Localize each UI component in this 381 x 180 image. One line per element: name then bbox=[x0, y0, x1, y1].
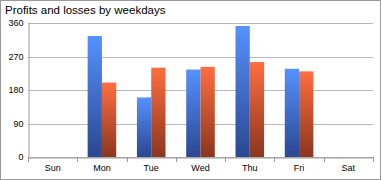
y-tick-label: 180 bbox=[8, 85, 23, 95]
y-tick: 0 bbox=[18, 152, 28, 162]
grid-line bbox=[28, 157, 373, 158]
x-axis-line bbox=[29, 158, 374, 159]
x-tick-label: Mon bbox=[93, 163, 111, 173]
x-tick: Tue bbox=[144, 158, 159, 173]
x-tick-label: Sat bbox=[342, 163, 356, 173]
chart-frame bbox=[1, 1, 381, 180]
y-axis: 0 90 180 270 360 bbox=[8, 18, 29, 162]
chart: Profits and losses by weekdays 0 90 180 270 3… bbox=[0, 0, 381, 180]
bar bbox=[250, 62, 264, 157]
x-axis: Sun Mon Tue Wed Thu Fri Sat bbox=[29, 158, 374, 173]
bar bbox=[299, 71, 313, 157]
bar bbox=[186, 70, 200, 157]
chart-title: Profits and losses by weekdays bbox=[5, 4, 166, 16]
x-tick-label: Fri bbox=[294, 163, 305, 173]
bar bbox=[285, 69, 299, 157]
y-tick-label: 270 bbox=[8, 52, 23, 62]
x-tick: Thu bbox=[242, 158, 258, 173]
y-tick: 90 bbox=[13, 119, 28, 129]
category-separators bbox=[29, 157, 374, 162]
bar bbox=[151, 68, 165, 157]
x-tick-label: Sun bbox=[45, 163, 61, 173]
y-tick-label: 90 bbox=[13, 119, 23, 129]
y-tick: 180 bbox=[8, 85, 28, 95]
x-tick-label: Wed bbox=[191, 163, 209, 173]
bar bbox=[201, 67, 215, 157]
y-tick: 360 bbox=[8, 18, 28, 28]
x-tick: Sat bbox=[342, 158, 356, 173]
bar bbox=[102, 83, 116, 157]
bars bbox=[88, 26, 314, 157]
x-tick: Fri bbox=[294, 158, 305, 173]
y-tick: 270 bbox=[8, 52, 28, 62]
y-tick-label: 360 bbox=[8, 18, 23, 28]
category-separator bbox=[324, 157, 325, 162]
x-tick-label: Tue bbox=[144, 163, 159, 173]
category-separator bbox=[127, 157, 128, 162]
category-separator bbox=[373, 157, 374, 162]
y-tick-label: 0 bbox=[18, 152, 23, 162]
x-tick: Sun bbox=[45, 158, 61, 173]
category-separator bbox=[77, 157, 78, 162]
x-tick: Wed bbox=[191, 158, 209, 173]
bar bbox=[235, 26, 249, 157]
y-axis-line bbox=[29, 24, 30, 158]
category-separator bbox=[225, 157, 226, 162]
x-tick: Mon bbox=[93, 158, 111, 173]
category-separator bbox=[28, 157, 29, 162]
category-separator bbox=[176, 157, 177, 162]
grid bbox=[28, 24, 373, 158]
bar bbox=[137, 97, 151, 157]
bar bbox=[88, 36, 102, 157]
category-separator bbox=[274, 157, 275, 162]
x-tick-label: Thu bbox=[242, 163, 258, 173]
grid-line bbox=[28, 57, 373, 58]
grid-line bbox=[28, 23, 373, 24]
